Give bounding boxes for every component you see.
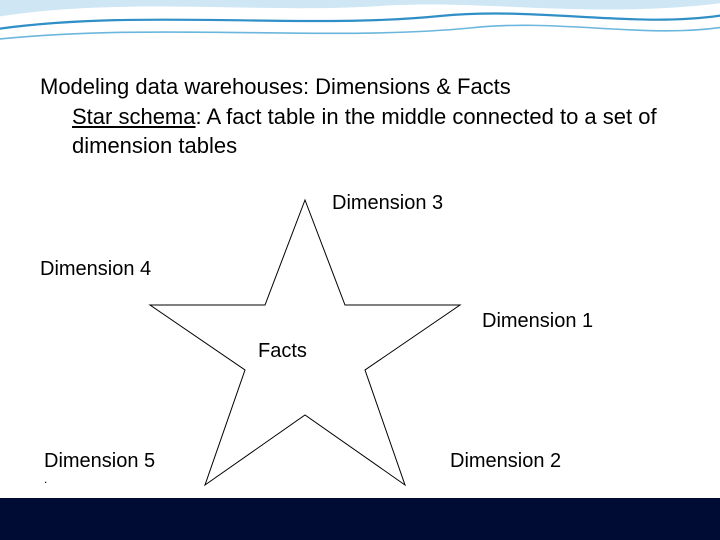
wave-line-2 — [0, 25, 720, 40]
label-dim5: Dimension 5 — [44, 450, 155, 473]
label-dim1: Dimension 1 — [482, 310, 593, 333]
title-line-1: Modeling data warehouses: Dimensions & F… — [40, 72, 680, 102]
wave-fill — [0, 0, 720, 18]
title-underlined-term: Star schema — [72, 104, 196, 129]
title-line-2: Star schema: A fact table in the middle … — [40, 102, 680, 161]
label-dim3: Dimension 3 — [332, 192, 443, 215]
title-block: Modeling data warehouses: Dimensions & F… — [40, 72, 680, 161]
label-dim2: Dimension 2 — [450, 450, 561, 473]
slide: Modeling data warehouses: Dimensions & F… — [0, 0, 720, 540]
wave-line-1 — [0, 13, 720, 30]
label-dim4: Dimension 4 — [40, 258, 151, 281]
footer-bar — [0, 498, 720, 540]
wave-decoration — [0, 0, 720, 60]
label-facts: Facts — [258, 340, 307, 363]
footer-dot: . — [44, 472, 47, 486]
